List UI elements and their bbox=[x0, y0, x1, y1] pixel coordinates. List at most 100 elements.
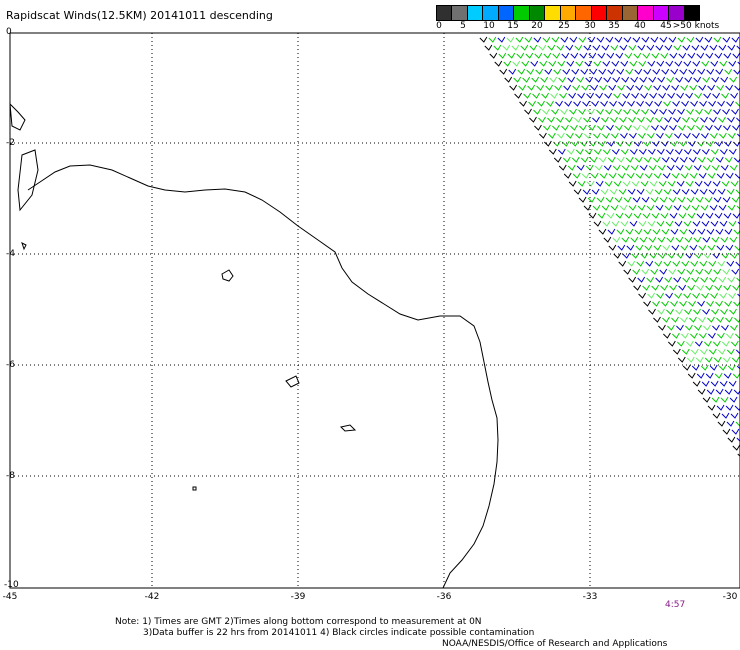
wind-barb bbox=[715, 156, 724, 163]
wind-barb bbox=[541, 92, 550, 99]
wind-barb bbox=[602, 60, 611, 67]
wind-barb bbox=[587, 108, 595, 115]
wind-barb bbox=[665, 148, 674, 155]
wind-barb bbox=[650, 36, 659, 43]
wind-barb bbox=[707, 172, 716, 179]
wind-barb bbox=[721, 340, 730, 347]
wind-barb bbox=[703, 340, 712, 347]
wind-barb bbox=[704, 36, 713, 43]
wind-barb bbox=[547, 116, 555, 123]
wind-barb bbox=[706, 228, 715, 235]
wind-barb bbox=[695, 108, 703, 115]
wind-barb bbox=[597, 124, 605, 131]
wind-barb bbox=[624, 212, 633, 219]
wind-barb bbox=[727, 364, 736, 371]
wind-barb bbox=[694, 324, 702, 331]
legend-color-bar bbox=[436, 5, 700, 21]
wind-barb bbox=[534, 124, 542, 131]
wind-barb bbox=[629, 132, 637, 139]
wind-barb bbox=[711, 76, 720, 83]
wind-barb bbox=[621, 164, 630, 171]
wind-barb bbox=[696, 372, 705, 379]
wind-barb bbox=[499, 68, 508, 75]
wind-barb bbox=[723, 372, 732, 379]
wind-barb bbox=[680, 172, 689, 179]
wind-barb bbox=[651, 212, 660, 219]
legend-swatch bbox=[514, 6, 530, 20]
wind-barb bbox=[603, 76, 612, 83]
wind-barb bbox=[646, 276, 655, 283]
wind-barb bbox=[722, 108, 730, 115]
wind-barb bbox=[601, 204, 610, 211]
lat-label: 0 bbox=[6, 27, 12, 37]
wind-barb bbox=[735, 189, 740, 195]
wind-barb bbox=[681, 188, 690, 195]
wind-barb bbox=[540, 76, 549, 83]
wind-barb bbox=[627, 188, 636, 195]
wind-barb bbox=[618, 188, 627, 195]
wind-barb bbox=[596, 196, 605, 203]
wind-barb bbox=[709, 116, 717, 123]
wind-barb bbox=[617, 244, 626, 251]
wind-barb bbox=[642, 124, 650, 131]
wind-barb bbox=[714, 140, 723, 147]
wind-barb bbox=[702, 236, 711, 243]
wind-barb bbox=[717, 188, 726, 195]
wind-barb bbox=[614, 108, 622, 115]
wind-barb bbox=[717, 348, 726, 355]
wind-barb bbox=[479, 36, 488, 43]
wind-barb bbox=[700, 276, 709, 283]
wind-barb bbox=[686, 268, 695, 275]
wind-barb bbox=[691, 116, 699, 123]
wind-barb bbox=[702, 76, 711, 83]
wind-barb bbox=[651, 124, 659, 131]
wind-barb bbox=[654, 100, 662, 107]
wind-barb bbox=[656, 148, 665, 155]
coastline bbox=[27, 164, 499, 589]
wind-barb bbox=[679, 68, 688, 75]
wind-barb bbox=[705, 124, 713, 131]
wind-barb bbox=[733, 300, 740, 307]
wind-barb bbox=[579, 124, 587, 131]
wind-barb bbox=[703, 252, 712, 259]
wind-barb bbox=[724, 156, 733, 163]
wind-barb bbox=[716, 172, 725, 179]
wind-barb bbox=[702, 308, 710, 315]
wind-barb bbox=[640, 252, 649, 259]
wind-barb bbox=[658, 324, 666, 331]
wind-barb bbox=[714, 124, 722, 131]
wind-barb bbox=[737, 133, 740, 138]
wind-barb bbox=[558, 164, 567, 171]
wind-barb bbox=[733, 229, 740, 235]
wind-barb bbox=[698, 316, 706, 323]
wind-barb bbox=[682, 44, 691, 51]
wind-barb bbox=[652, 156, 661, 163]
wind-barb bbox=[664, 276, 673, 283]
wind-barb bbox=[677, 108, 685, 115]
wind-barb bbox=[671, 84, 680, 91]
wind-barb bbox=[717, 100, 725, 107]
wind-barb bbox=[648, 164, 657, 171]
wind-barb bbox=[705, 284, 714, 291]
wind-barb bbox=[732, 124, 740, 131]
wind-barb bbox=[570, 124, 578, 131]
wind-barb bbox=[732, 284, 740, 291]
wind-barb bbox=[675, 236, 684, 243]
wind-barb bbox=[710, 220, 719, 227]
wind-barb bbox=[636, 260, 645, 267]
wind-barb bbox=[730, 92, 739, 99]
wind-barb bbox=[493, 44, 502, 51]
wind-barb bbox=[687, 284, 696, 291]
wind-barb bbox=[632, 108, 640, 115]
wind-barb bbox=[708, 260, 717, 267]
wind-barb bbox=[707, 84, 716, 91]
wind-barb bbox=[719, 380, 728, 387]
wind-barb bbox=[699, 332, 707, 339]
wind-barb bbox=[713, 356, 722, 363]
wind-barb bbox=[726, 420, 735, 427]
wind-barb bbox=[723, 52, 732, 59]
wind-barb bbox=[734, 85, 740, 91]
wind-barb bbox=[530, 60, 539, 67]
wind-barb bbox=[682, 116, 690, 123]
wind-barb bbox=[584, 148, 593, 155]
